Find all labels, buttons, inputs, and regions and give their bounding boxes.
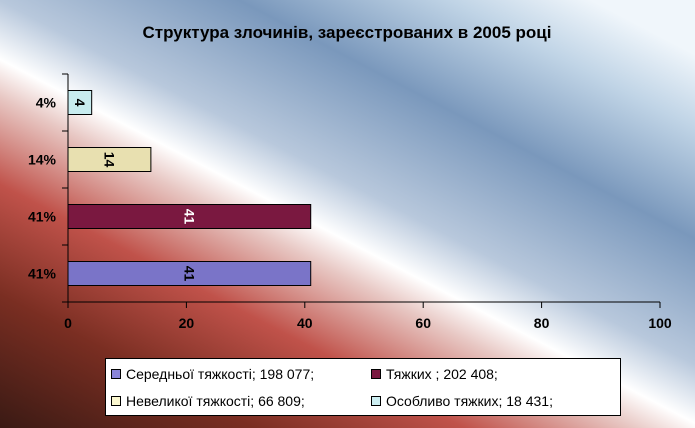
chart-title: Структура злочинів, зареєстрованих в 200…: [143, 23, 552, 42]
bar: [67, 90, 93, 115]
y-category-label: 4%: [36, 95, 57, 111]
y-category-label: 41%: [28, 209, 57, 225]
x-tick-label: 60: [415, 315, 431, 331]
x-tick-label: 80: [534, 315, 550, 331]
legend: Середньої тяжкості; 198 077; Тяжких ; 20…: [105, 358, 621, 416]
bar: [67, 204, 312, 229]
x-tick-label: 40: [297, 315, 313, 331]
legend-item-2: Невеликої тяжкості; 66 809;: [111, 393, 305, 409]
bar-data-label: 41: [181, 209, 197, 225]
bar: [67, 147, 152, 172]
x-tick-label: 0: [64, 315, 72, 331]
legend-label-1: Тяжких ; 202 408;: [386, 366, 498, 382]
bar-data-label: 41: [181, 266, 197, 282]
bar: [67, 261, 312, 286]
legend-item-3: Особливо тяжких; 18 431;: [371, 393, 553, 409]
legend-label-2: Невеликої тяжкості; 66 809;: [126, 393, 305, 409]
legend-label-3: Особливо тяжких; 18 431;: [386, 393, 553, 409]
legend-swatch-0: [111, 369, 121, 379]
y-category-label: 14%: [28, 152, 57, 168]
y-category-label: 41%: [28, 266, 57, 282]
legend-item-1: Тяжких ; 202 408;: [371, 366, 498, 382]
legend-swatch-3: [371, 396, 381, 406]
x-tick-label: 100: [648, 315, 672, 331]
bar-data-label: 4: [72, 99, 88, 107]
bar-data-label: 14: [101, 152, 117, 168]
legend-item-0: Середньої тяжкості; 198 077;: [111, 366, 314, 382]
legend-label-0: Середньої тяжкості; 198 077;: [126, 366, 315, 382]
x-tick-label: 20: [179, 315, 195, 331]
legend-swatch-2: [111, 396, 121, 406]
legend-swatch-1: [371, 369, 381, 379]
